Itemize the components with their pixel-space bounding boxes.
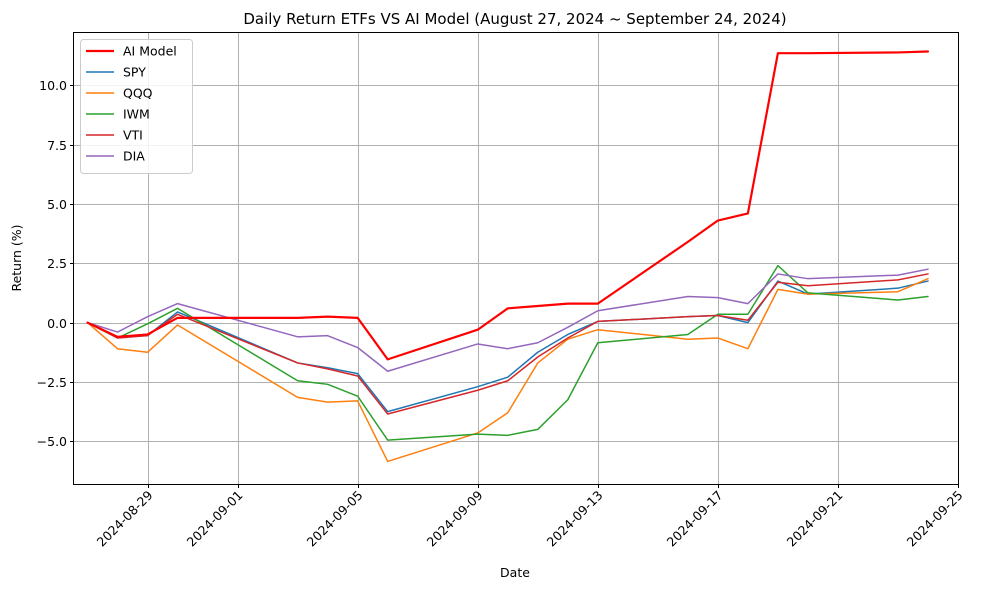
y-tick-label: −5.0 [37,434,67,449]
series-line-ai-model [86,50,930,361]
series-line-vti [86,273,929,415]
x-axis: 2024-08-29 2024-09-01 2024-09-05 2024-09-09… [94,484,966,549]
legend-label-qqq: QQQ [123,86,153,101]
y-tick-label: 0.0 [47,316,67,331]
x-tick-label: 2024-09-01 [184,488,246,550]
x-axis-title: Date [500,565,530,580]
legend-label-iwm: IWM [123,107,150,122]
y-tick-label: 10.0 [39,78,67,93]
x-tick-label: 2024-09-17 [664,488,726,550]
y-tick-label: 5.0 [47,197,67,212]
legend: AI Model SPY QQQ IWM VTI DIA [80,39,193,174]
y-axis-title: Return (%) [9,224,24,291]
legend-label-spy: SPY [123,65,146,80]
y-tick-label: 2.5 [47,256,67,271]
series-line-iwm [86,264,929,441]
x-tick-label: 2024-09-21 [784,488,846,550]
x-tick-label: 2024-09-05 [304,488,366,550]
y-tick-label: −2.5 [37,375,67,390]
y-tick-label: 7.5 [47,138,67,153]
legend-label-dia: DIA [123,149,145,164]
legend-label-ai-model: AI Model [123,44,177,59]
series-line-dia [86,268,929,372]
chart-title: Daily Return ETFs VS AI Model (August 27… [243,10,786,28]
series-line-qqq [86,277,929,463]
legend-box [80,39,193,174]
x-tick-label: 2024-09-09 [424,487,486,549]
x-tick-label: 2024-09-25 [904,488,966,550]
plot-frame [73,32,959,485]
series-lines [86,50,930,463]
grid [74,33,959,484]
legend-label-vti: VTI [123,128,143,143]
x-tick-label: 2024-08-29 [94,487,156,549]
x-tick-label: 2024-09-13 [544,488,606,550]
y-axis: −5.0 −2.5 0.0 2.5 5.0 7.5 10.0 [37,78,74,449]
